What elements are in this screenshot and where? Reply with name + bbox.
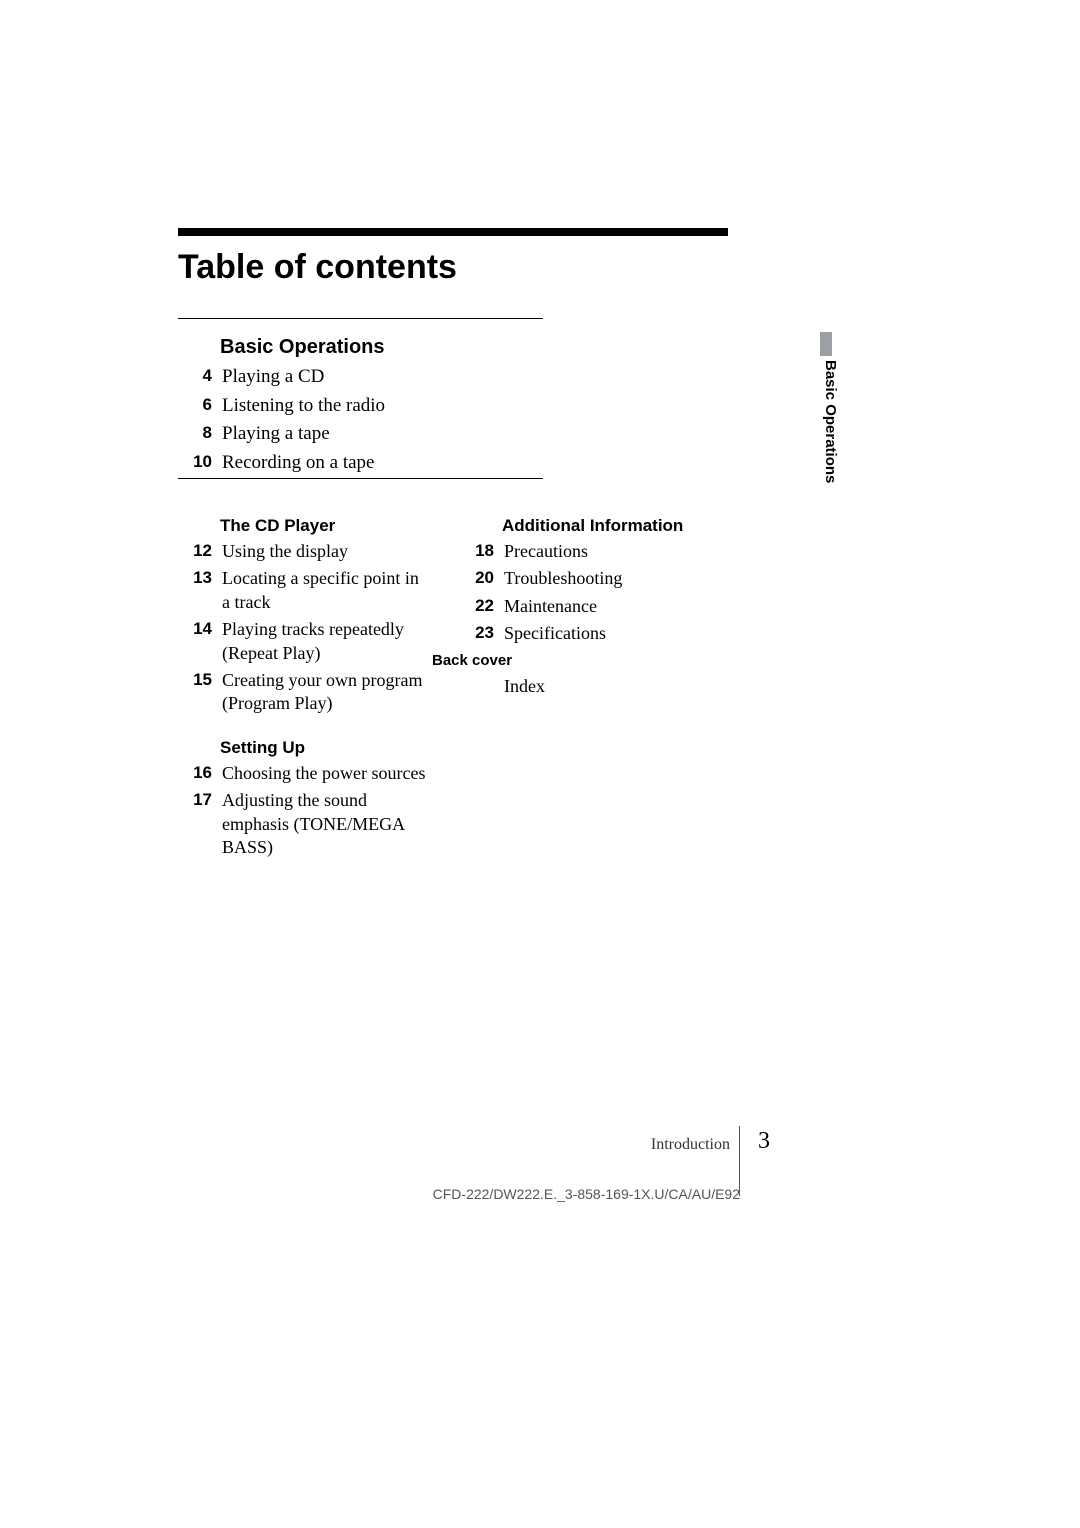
toc-label: Specifications (504, 622, 606, 645)
side-tab-label: Basic Operations (822, 360, 839, 483)
toc-label: Creating your own program (Program Play) (222, 669, 428, 716)
document-page: Table of contents Basic Operations 4 Pla… (0, 0, 1080, 1528)
toc-page-number: 8 (178, 422, 212, 444)
toc-page-number: 10 (178, 451, 212, 473)
toc-entry: 15 Creating your own program (Program Pl… (178, 669, 428, 716)
toc-label: Playing a CD (222, 365, 324, 390)
toc-label: Playing a tape (222, 422, 330, 447)
toc-label: Maintenance (504, 595, 597, 618)
toc-page-number: 15 (178, 669, 212, 691)
section-heading: Basic Operations (220, 336, 543, 359)
section-setting-up: Setting Up 16 Choosing the power sources… (178, 738, 428, 860)
toc-page-number: 20 (460, 567, 494, 589)
toc-page-number: 14 (178, 618, 212, 640)
toc-entry: 6 Listening to the radio (178, 394, 543, 419)
toc-label: Locating a specific point in a track (222, 567, 428, 614)
toc-label: Choosing the power sources (222, 762, 425, 785)
section-divider-top (178, 318, 543, 319)
toc-label: Playing tracks repeatedly (Repeat Play) (222, 618, 428, 665)
toc-label: Recording on a tape (222, 451, 374, 476)
toc-entry: 20 Troubleshooting (460, 567, 720, 590)
section-heading: Setting Up (220, 738, 428, 758)
toc-entry: Index (460, 675, 720, 698)
footer-model-line: CFD-222/DW222.E._3-858-169-1X.U/CA/AU/E9… (0, 1186, 740, 1202)
toc-page-number: 12 (178, 540, 212, 562)
section-additional-information: Additional Information 18 Precautions 20… (460, 516, 720, 698)
toc-entry: 13 Locating a specific point in a track (178, 567, 428, 614)
column-left: The CD Player 12 Using the display 13 Lo… (178, 516, 428, 881)
footer-section-name: Introduction (651, 1136, 730, 1154)
title-rule (178, 228, 728, 236)
toc-label: Using the display (222, 540, 348, 563)
toc-page-number: 17 (178, 789, 212, 811)
toc-label: Listening to the radio (222, 394, 385, 419)
toc-label: Precautions (504, 540, 588, 563)
section-cd-player: The CD Player 12 Using the display 13 Lo… (178, 516, 428, 716)
toc-label: Troubleshooting (504, 567, 622, 590)
section-basic-operations: Basic Operations 4 Playing a CD 6 Listen… (178, 336, 543, 480)
section-heading: The CD Player (220, 516, 428, 536)
toc-label: Index (504, 675, 545, 698)
section-heading: Additional Information (502, 516, 720, 536)
toc-page-number: 13 (178, 567, 212, 589)
toc-page-number: 16 (178, 762, 212, 784)
toc-page-number: 22 (460, 595, 494, 617)
toc-page-number: 18 (460, 540, 494, 562)
toc-entry: 16 Choosing the power sources (178, 762, 428, 785)
toc-entry: 22 Maintenance (460, 595, 720, 618)
section-divider-bottom (178, 478, 543, 479)
toc-label: Adjusting the sound emphasis (TONE/MEGA … (222, 789, 428, 859)
page-title: Table of contents (178, 248, 457, 287)
toc-entry: 8 Playing a tape (178, 422, 543, 447)
footer-page-number: 3 (758, 1128, 770, 1155)
toc-entry: 18 Precautions (460, 540, 720, 563)
column-right: Additional Information 18 Precautions 20… (460, 516, 720, 720)
toc-entry: 12 Using the display (178, 540, 428, 563)
toc-entry: 17 Adjusting the sound emphasis (TONE/ME… (178, 789, 428, 859)
toc-entry: 14 Playing tracks repeatedly (Repeat Pla… (178, 618, 428, 665)
toc-entry: 10 Recording on a tape (178, 451, 543, 476)
toc-page-number: 23 (460, 622, 494, 644)
toc-entry-backcover: Back cover (432, 650, 720, 671)
toc-entry: 4 Playing a CD (178, 365, 543, 390)
toc-entry: 23 Specifications (460, 622, 720, 645)
toc-page-number: 4 (178, 365, 212, 387)
toc-page-number: 6 (178, 394, 212, 416)
toc-page-backcover: Back cover (432, 650, 494, 671)
side-tab-marker (820, 332, 832, 356)
